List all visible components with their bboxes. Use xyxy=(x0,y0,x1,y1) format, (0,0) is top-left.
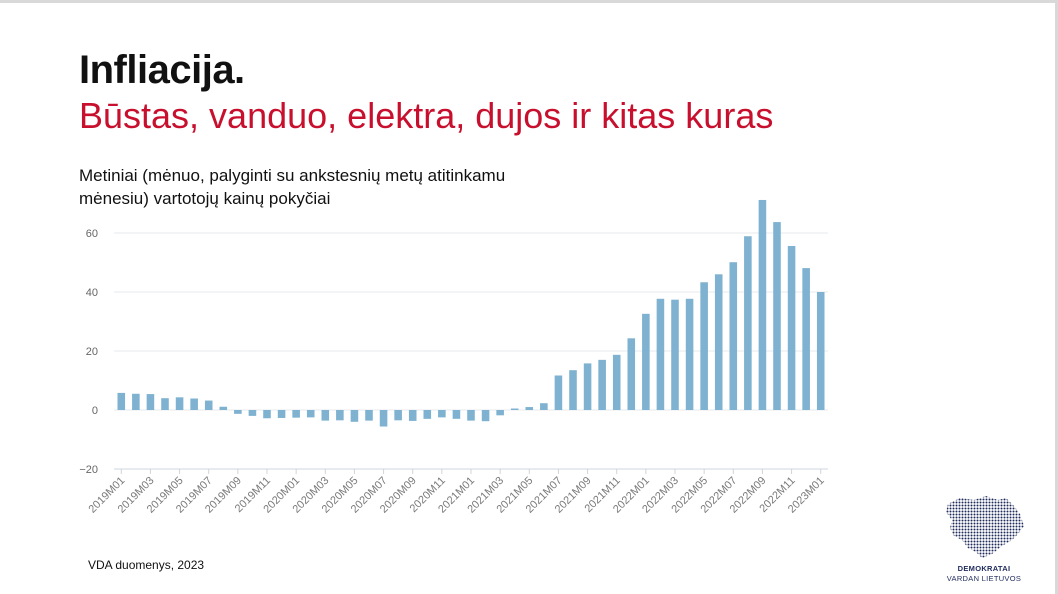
bar xyxy=(248,410,257,416)
y-tick-label: 60 xyxy=(86,228,98,240)
bar xyxy=(598,359,606,410)
bar xyxy=(758,199,767,410)
bar xyxy=(510,408,519,410)
bar xyxy=(394,410,402,421)
bar xyxy=(336,410,344,421)
bar xyxy=(816,292,825,410)
bar xyxy=(583,363,592,410)
bar xyxy=(554,375,563,410)
bar xyxy=(744,236,752,410)
bar xyxy=(671,299,679,410)
bar xyxy=(146,394,155,410)
bar xyxy=(190,398,198,410)
bar xyxy=(277,410,286,418)
lithuania-map-icon xyxy=(946,496,1024,558)
logo-line-2: VARDAN LIETUVOS xyxy=(946,574,1022,583)
bar xyxy=(714,274,723,410)
frame-top-border xyxy=(0,0,1058,3)
bar xyxy=(700,282,708,410)
slide-subtitle: Būstas, vanduo, elektra, dujos ir kitas … xyxy=(79,95,774,136)
bar xyxy=(569,370,577,410)
bar xyxy=(321,410,330,421)
bar xyxy=(234,410,242,414)
bar xyxy=(452,410,461,419)
party-logo: DEMOKRATAI VARDAN LIETUVOS xyxy=(940,492,1028,583)
bar xyxy=(656,298,665,410)
bar xyxy=(612,354,621,410)
y-tick-label: 20 xyxy=(86,346,98,358)
bar xyxy=(423,410,432,419)
bar xyxy=(117,392,126,410)
bar xyxy=(802,268,810,410)
bar xyxy=(729,262,738,410)
bar xyxy=(438,410,446,418)
source-note: VDA duomenys, 2023 xyxy=(88,558,205,572)
chart-caption: Metiniai (mėnuo, palyginti su ankstesnių… xyxy=(79,166,506,208)
bar xyxy=(496,410,504,416)
slide-title: Infliacija. xyxy=(79,48,245,92)
bar xyxy=(350,410,359,422)
bar xyxy=(132,393,140,410)
bar xyxy=(773,222,781,410)
bar xyxy=(408,410,417,421)
bar xyxy=(306,410,315,418)
bar xyxy=(379,410,388,427)
bar xyxy=(365,410,373,421)
y-tick-label: −20 xyxy=(79,464,98,476)
bar xyxy=(540,403,548,410)
bar xyxy=(292,410,300,418)
bar xyxy=(685,298,694,410)
bar xyxy=(627,338,636,410)
bar xyxy=(263,410,271,419)
bar xyxy=(642,313,650,410)
bar xyxy=(219,406,228,410)
logo-line-1: DEMOKRATAI xyxy=(957,564,1011,573)
bar xyxy=(481,410,490,422)
frame-right-border xyxy=(1055,0,1058,594)
y-tick-label: 0 xyxy=(92,405,98,417)
bar xyxy=(204,400,213,410)
bar xyxy=(787,245,796,410)
y-tick-label: 40 xyxy=(86,287,98,299)
bar xyxy=(525,407,534,410)
bar xyxy=(161,398,169,410)
bar xyxy=(175,397,184,410)
bar xyxy=(467,410,475,421)
